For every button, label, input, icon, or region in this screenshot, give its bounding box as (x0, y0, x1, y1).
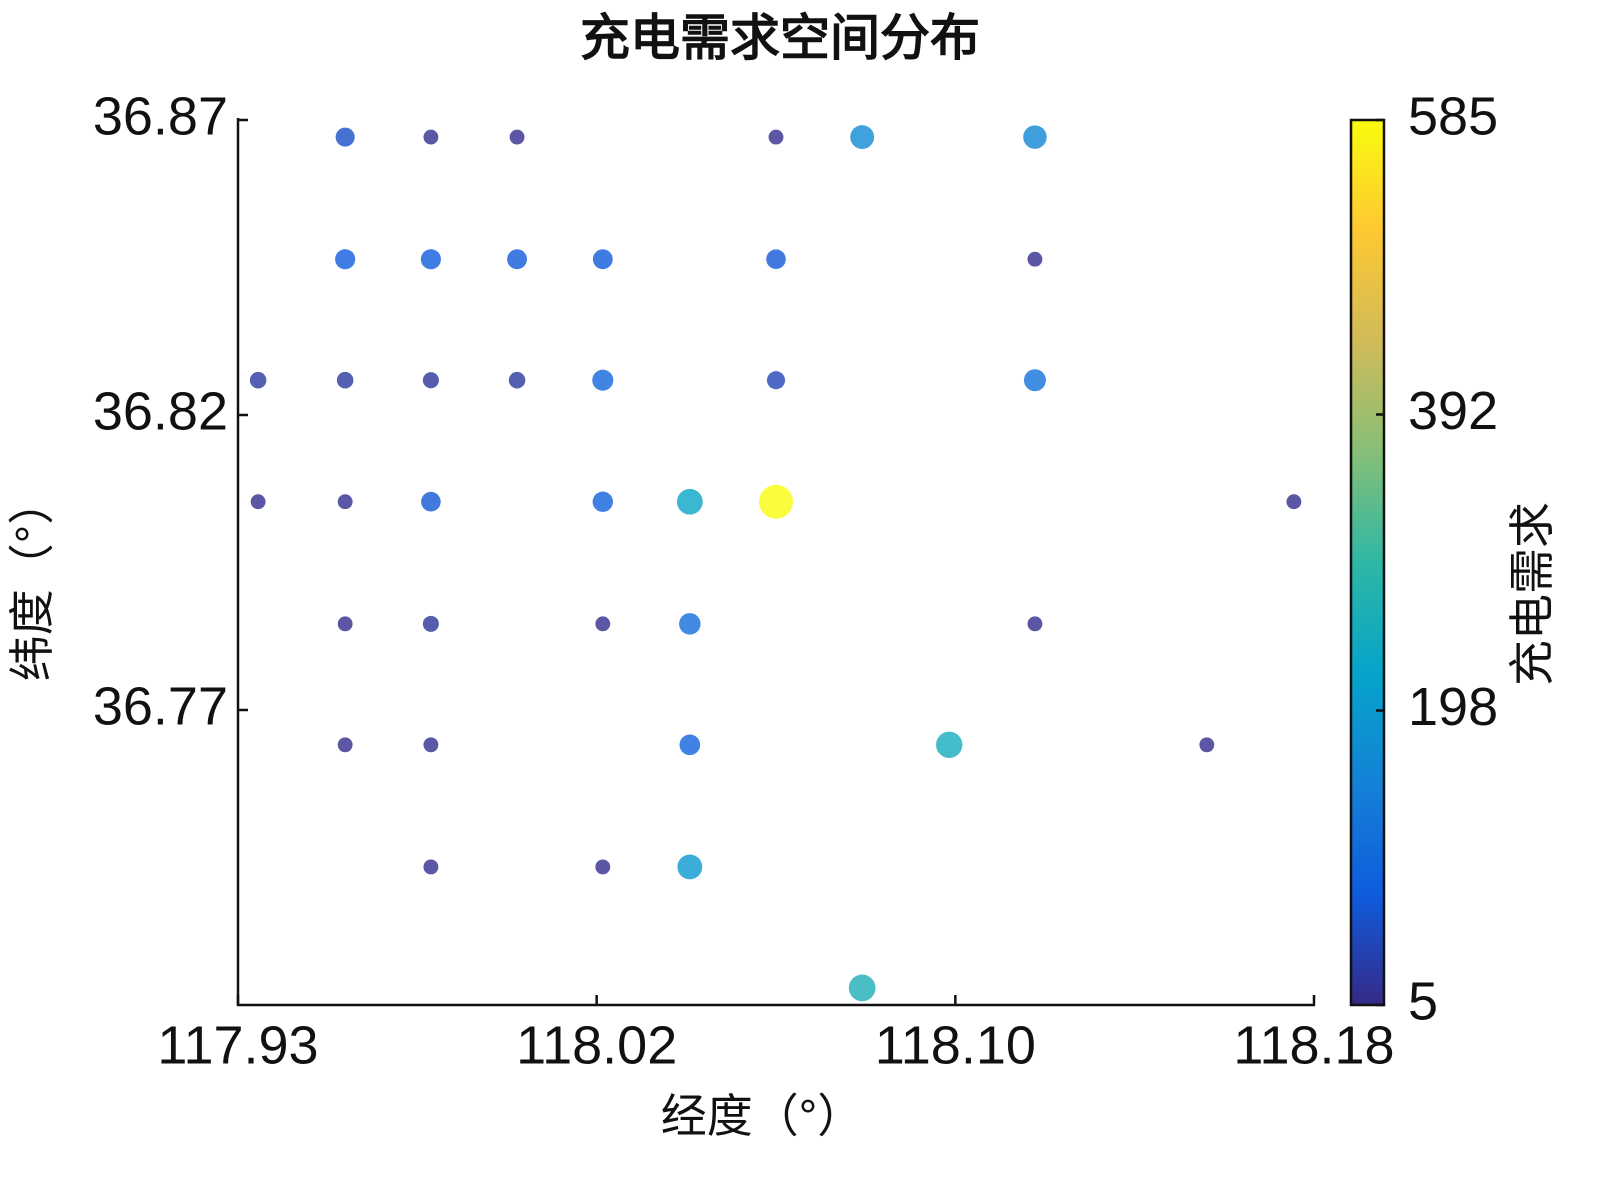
point (592, 491, 613, 512)
point (249, 371, 267, 389)
point (679, 613, 701, 635)
point (595, 859, 611, 875)
point (422, 615, 439, 632)
y-tick-label: 36.77 (93, 676, 228, 736)
point (421, 491, 441, 512)
point (423, 737, 439, 753)
colorbar-tick-label: 198 (1408, 677, 1498, 737)
x-tick-label: 118.02 (516, 1015, 677, 1075)
point (1023, 125, 1047, 149)
point (337, 494, 353, 510)
point (1027, 616, 1043, 632)
point (423, 859, 439, 875)
point (508, 371, 526, 389)
point (337, 616, 353, 632)
point (422, 372, 439, 389)
point (766, 249, 786, 270)
point (677, 854, 703, 880)
point (509, 129, 525, 145)
point (676, 488, 703, 515)
point (335, 249, 356, 270)
y-tick-label: 36.82 (93, 381, 228, 441)
y-axis-label: 纬度（°） (6, 479, 58, 681)
point (336, 371, 354, 389)
x-tick-label: 118.18 (1233, 1015, 1394, 1075)
point (250, 494, 266, 510)
point (759, 484, 793, 519)
point (1027, 251, 1043, 267)
point (423, 129, 439, 145)
y-tick-label: 36.87 (93, 86, 228, 146)
point (850, 125, 875, 150)
point (337, 737, 353, 753)
point (420, 249, 441, 270)
point (592, 369, 614, 391)
x-tick-label: 118.10 (875, 1015, 1036, 1075)
colorbar-label: 充电需求 (1506, 502, 1558, 686)
point (507, 249, 527, 270)
point (1199, 737, 1215, 753)
point (848, 974, 876, 1002)
colorbar-tick-label: 585 (1408, 86, 1498, 146)
x-tick-label: 117.93 (157, 1015, 318, 1075)
chart-title: 充电需求空间分布 (580, 10, 980, 66)
x-axis-label: 经度（°） (661, 1090, 863, 1142)
point (1286, 494, 1302, 510)
colorbar (1349, 118, 1386, 1007)
point (766, 371, 786, 390)
colorbar-tick-label: 392 (1408, 381, 1498, 441)
point (335, 127, 355, 147)
point (679, 734, 701, 756)
point (592, 249, 613, 270)
point (595, 616, 611, 632)
point (936, 731, 963, 759)
colorbar-tick-label: 5 (1408, 971, 1438, 1031)
point (768, 129, 784, 145)
point (1023, 369, 1046, 392)
